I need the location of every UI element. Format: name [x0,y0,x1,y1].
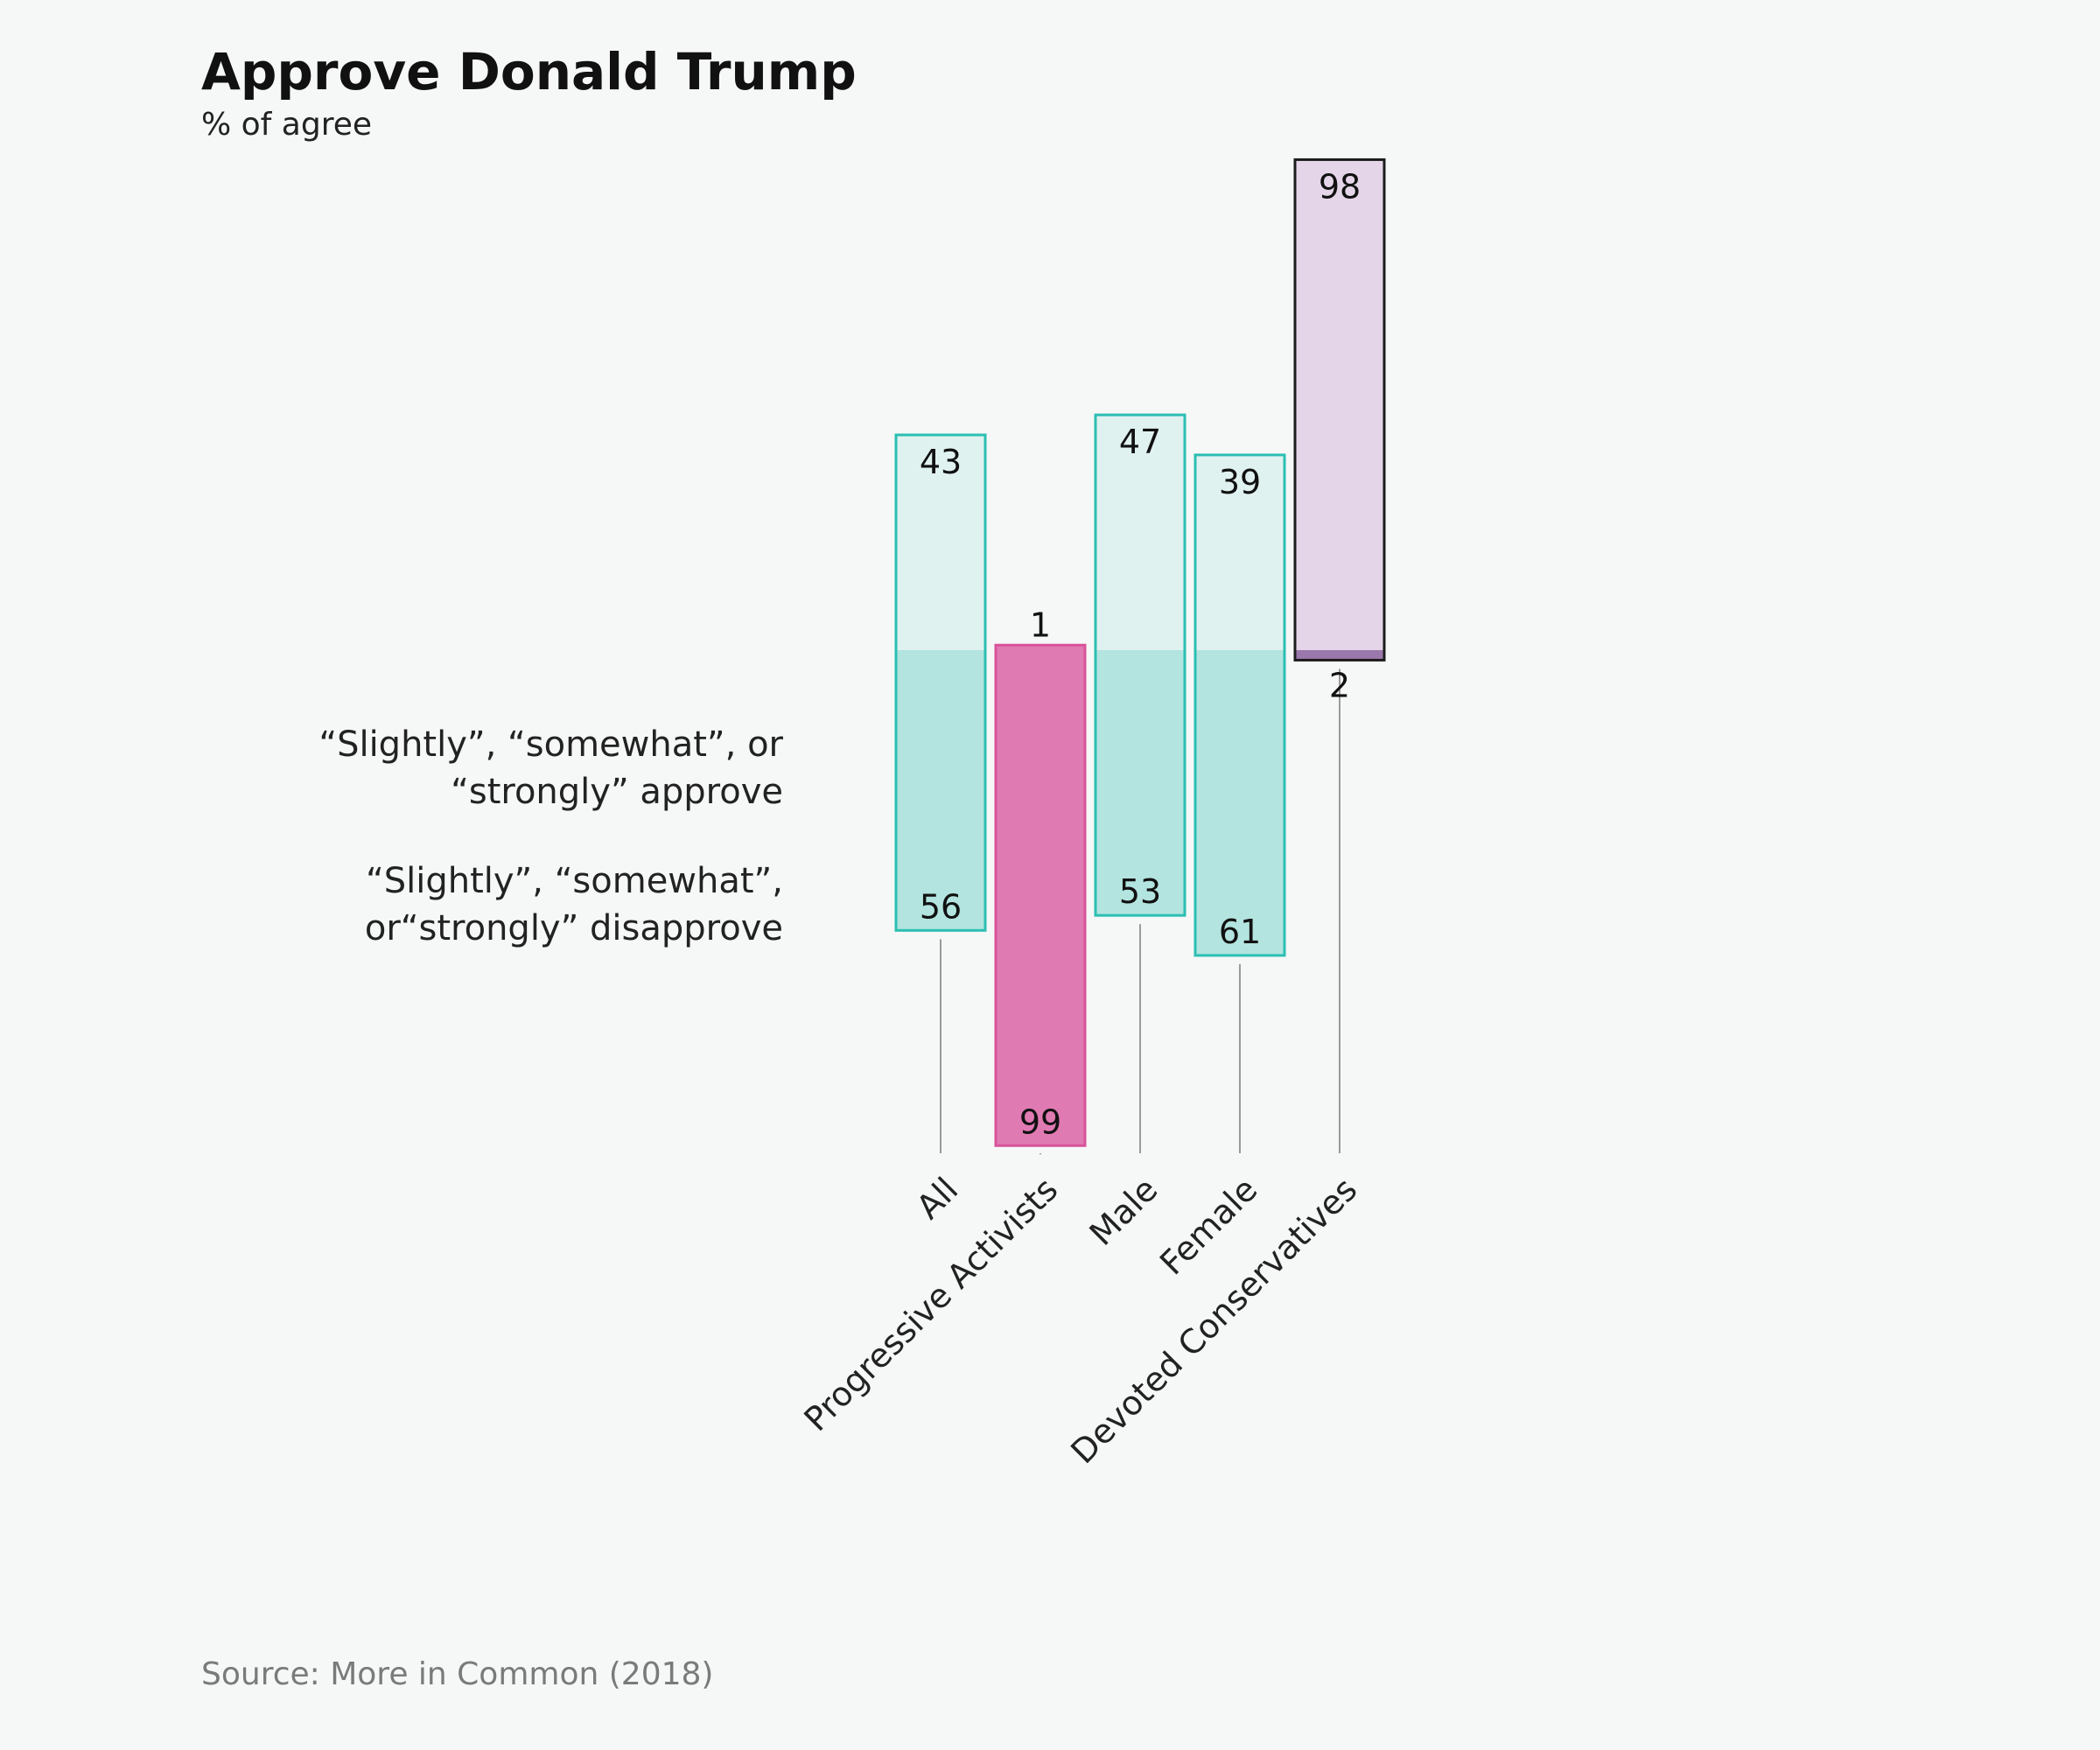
value-label-disapprove-progressive-activists: 99 [1019,1102,1061,1141]
value-label-disapprove-all: 56 [920,887,962,926]
chart-subtitle: % of agree [201,107,372,143]
value-label-disapprove-male: 53 [1119,872,1161,911]
value-label-approve-female: 39 [1219,463,1261,501]
bar-outline-female [1194,453,1286,957]
bar-approve-devoted-conservatives [1295,159,1384,650]
legend-disapprove-line-1: “Slightly”, “somewhat”, [366,861,783,901]
value-label-approve-progressive-activists: 1 [1030,606,1051,644]
bar-disapprove-male [1096,650,1185,916]
chart-title: Approve Donald Trump [201,42,857,102]
bar-outline-male [1094,413,1186,917]
bar-outline-all [894,433,987,932]
chart-source: Source: More in Common (2018) [201,1656,713,1692]
bar-approve-female [1195,454,1284,650]
value-label-approve-devoted-conservatives: 98 [1319,167,1361,206]
value-label-disapprove-devoted-conservatives: 2 [1329,666,1350,704]
bar-outline-devoted-conservatives [1293,158,1386,662]
legend: “Slightly”, “somewhat”, or “strongly” ap… [318,724,783,948]
legend-approve-line-1: “Slightly”, “somewhat”, or [318,724,783,765]
value-label-approve-male: 47 [1119,423,1161,461]
bar-approve-male [1096,415,1185,650]
legend-disapprove-line-2: or“strongly” disapprove [365,908,783,948]
value-label-approve-all: 43 [920,443,962,481]
bar-disapprove-progressive-activists [996,650,1085,1146]
bar-disapprove-devoted-conservatives [1295,650,1384,661]
bar-approve-all [896,435,985,650]
bar-disapprove-all [896,650,985,931]
bar-approve-progressive-activists [996,645,1085,650]
bar-disapprove-female [1195,650,1284,956]
bar-outline-progressive-activists [994,643,1087,1147]
legend-approve-line-2: “strongly” approve [451,772,783,812]
value-label-disapprove-female: 61 [1219,913,1261,951]
